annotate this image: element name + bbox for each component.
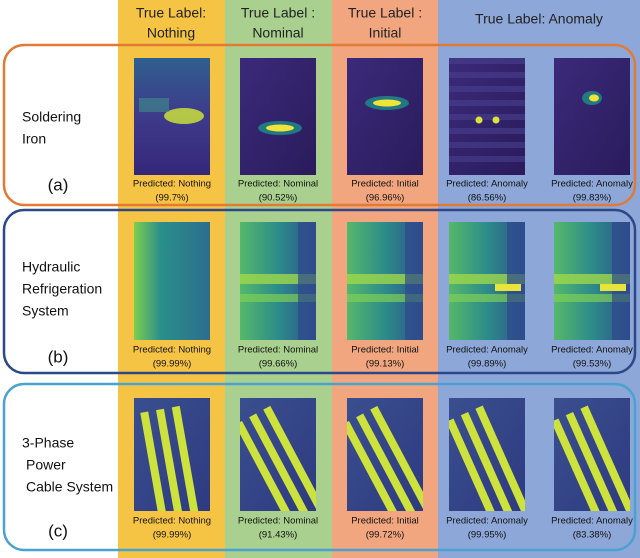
image-content: [554, 222, 630, 340]
confidence: (99.66%): [259, 359, 298, 370]
prediction: Predicted: Anomaly: [551, 516, 633, 527]
thermal-image: [134, 222, 210, 340]
band: [449, 58, 525, 64]
column-header: True Label:: [136, 5, 206, 21]
column-header: True Label: Anomaly: [475, 11, 603, 27]
hotspot: [495, 284, 521, 291]
image-content: [134, 58, 210, 175]
noise: [139, 98, 169, 112]
confidence: (99.83%): [573, 193, 612, 204]
image-content: [347, 222, 423, 340]
row-label: Soldering: [22, 109, 81, 125]
prediction: Predicted: Nominal: [238, 179, 318, 190]
band: [449, 142, 525, 148]
row-label: Iron: [22, 131, 46, 147]
hotspot: [493, 117, 500, 124]
row-label: System: [22, 303, 69, 319]
image-content: [347, 58, 423, 175]
band: [449, 156, 525, 162]
image-content: [134, 222, 210, 340]
confidence: (99.99%): [153, 359, 192, 370]
thermal-image: [347, 58, 423, 175]
shadow: [507, 222, 525, 340]
image-content: [240, 58, 316, 175]
row-tag: (a): [48, 175, 69, 194]
band: [449, 100, 525, 106]
image-content: [554, 58, 630, 175]
prediction: Predicted: Anomaly: [446, 345, 528, 356]
image-bg: [554, 58, 630, 175]
prediction: Predicted: Nominal: [238, 345, 318, 356]
hotspot: [476, 117, 483, 124]
column-header: True Label :: [241, 5, 315, 21]
thermal-image: [240, 58, 316, 175]
thermal-image: [554, 58, 630, 175]
confidence: (99.7%): [155, 193, 188, 204]
row-label: Power: [26, 457, 66, 473]
hotspot: [589, 95, 599, 102]
row-label: Hydraulic: [22, 259, 80, 275]
prediction: Predicted: Initial: [351, 516, 419, 527]
hotspot: [266, 125, 294, 132]
column-header: Initial: [369, 25, 402, 41]
image-content: [449, 222, 525, 340]
thermal-image: [240, 222, 316, 340]
image-bg: [347, 58, 423, 175]
hotspot: [600, 284, 626, 291]
hotspot: [373, 100, 401, 107]
prediction: Predicted: Nothing: [133, 179, 211, 190]
prediction: Predicted: Anomaly: [551, 179, 633, 190]
row-tag: (b): [48, 347, 69, 366]
row-label: Cable System: [26, 479, 113, 495]
hotspot: [164, 108, 204, 124]
image-bg: [240, 58, 316, 175]
column-header: True Label :: [348, 5, 422, 21]
prediction: Predicted: Nominal: [238, 516, 318, 527]
image-bg: [134, 222, 210, 340]
prediction: Predicted: Anomaly: [446, 516, 528, 527]
confidence: (86.56%): [468, 193, 507, 204]
prediction: Predicted: Initial: [351, 345, 419, 356]
confidence: (99.72%): [366, 530, 405, 541]
confidence: (99.89%): [468, 359, 507, 370]
confidence: (91.43%): [259, 530, 298, 541]
row-label: Refrigeration: [22, 281, 102, 297]
band: [449, 72, 525, 78]
confidence: (96.96%): [366, 193, 405, 204]
row-tag: (c): [48, 521, 68, 540]
thermal-image: [449, 222, 525, 340]
prediction: Predicted: Anomaly: [551, 345, 633, 356]
confidence: (99.53%): [573, 359, 612, 370]
confidence: (99.13%): [366, 359, 405, 370]
thermal-image: [134, 58, 210, 175]
shadow: [298, 222, 316, 340]
band: [449, 128, 525, 134]
image-content: [240, 222, 316, 340]
confidence: (99.99%): [153, 530, 192, 541]
prediction: Predicted: Nothing: [133, 516, 211, 527]
image-content: [449, 58, 525, 175]
thermal-image: [554, 222, 630, 340]
shadow: [405, 222, 423, 340]
confidence: (99.95%): [468, 530, 507, 541]
figure: True Label: Nothing True Label : Nominal Tru…: [0, 0, 640, 558]
band: [449, 86, 525, 92]
thermal-image: [449, 58, 525, 175]
prediction: Predicted: Initial: [351, 179, 419, 190]
column-header: Nominal: [252, 25, 303, 41]
band: [449, 114, 525, 120]
shadow: [612, 222, 630, 340]
confidence: (90.52%): [259, 193, 298, 204]
prediction: Predicted: Nothing: [133, 345, 211, 356]
confidence: (83.38%): [573, 530, 612, 541]
prediction: Predicted: Anomaly: [446, 179, 528, 190]
row-label: 3-Phase: [22, 435, 74, 451]
thermal-image: [347, 222, 423, 340]
column-header: Nothing: [147, 25, 195, 41]
